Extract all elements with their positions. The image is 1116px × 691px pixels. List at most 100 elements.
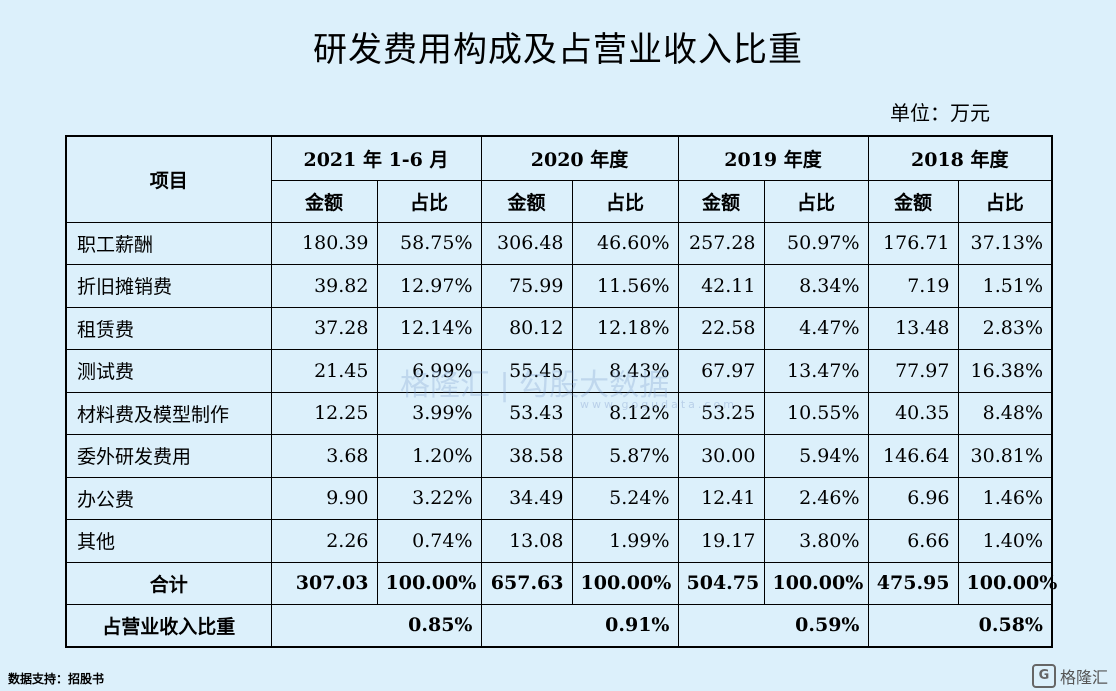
amount-cell: 306.48 bbox=[480, 221, 573, 265]
ratio-cell: 12.18% bbox=[571, 306, 679, 350]
amount-cell: 53.43 bbox=[480, 391, 573, 435]
ratio-cell: 58.75% bbox=[376, 221, 482, 265]
ratio-cell: 2.46% bbox=[763, 476, 869, 520]
ratio-cell: 11.56% bbox=[571, 264, 679, 308]
ratio-cell: 1.46% bbox=[957, 476, 1053, 520]
ratio-cell: 3.80% bbox=[763, 519, 869, 563]
ratio-cell: 1.51% bbox=[957, 264, 1053, 308]
amount-cell: 53.25 bbox=[677, 391, 765, 435]
total-amount-cell: 307.03 bbox=[270, 561, 378, 605]
source-note: 数据支持：招股书 bbox=[8, 672, 105, 686]
row-label: 租赁费 bbox=[65, 306, 272, 350]
ratio-cell: 12.14% bbox=[376, 306, 482, 350]
amount-cell: 13.48 bbox=[867, 306, 959, 350]
rd-expense-table: 项目 2021 年 1-6 月 2020 年度 2019 年度 2018 年度 … bbox=[65, 135, 1057, 648]
amount-cell: 6.66 bbox=[867, 519, 959, 563]
ratio-cell: 46.60% bbox=[571, 221, 679, 265]
revenue-share-cell: 0.91% bbox=[480, 603, 679, 648]
ratio-cell: 1.99% bbox=[571, 519, 679, 563]
ratio-cell: 16.38% bbox=[957, 349, 1053, 393]
amount-cell: 22.58 bbox=[677, 306, 765, 350]
amount-cell: 42.11 bbox=[677, 264, 765, 308]
header-period-2021h1: 2021 年 1-6 月 bbox=[270, 135, 482, 181]
amount-cell: 176.71 bbox=[867, 221, 959, 265]
amount-cell: 55.45 bbox=[480, 349, 573, 393]
ratio-cell: 37.13% bbox=[957, 221, 1053, 265]
amount-cell: 40.35 bbox=[867, 391, 959, 435]
ratio-cell: 5.24% bbox=[571, 476, 679, 520]
ratio-cell: 2.83% bbox=[957, 306, 1053, 350]
ratio-cell: 4.47% bbox=[763, 306, 869, 350]
ratio-cell: 5.94% bbox=[763, 434, 869, 478]
ratio-cell: 10.55% bbox=[763, 391, 869, 435]
ratio-cell: 8.12% bbox=[571, 391, 679, 435]
amount-cell: 3.68 bbox=[270, 434, 378, 478]
header-period-2019: 2019 年度 bbox=[677, 135, 869, 181]
amount-cell: 30.00 bbox=[677, 434, 765, 478]
amount-cell: 9.90 bbox=[270, 476, 378, 520]
amount-cell: 37.28 bbox=[270, 306, 378, 350]
subheader-amount: 金额 bbox=[270, 179, 378, 223]
subheader-amount: 金额 bbox=[480, 179, 573, 223]
table-row: 委外研发费用 3.68 1.20% 38.58 5.87% 30.00 5.94% 146.6… bbox=[65, 434, 1053, 478]
amount-cell: 21.45 bbox=[270, 349, 378, 393]
logo-text: 格隆汇 bbox=[1059, 668, 1108, 687]
ratio-cell: 8.34% bbox=[763, 264, 869, 308]
row-label: 材料费及模型制作 bbox=[65, 391, 272, 435]
amount-cell: 13.08 bbox=[480, 519, 573, 563]
total-ratio-cell: 100.00% bbox=[376, 561, 482, 605]
table-row: 租赁费 37.28 12.14% 80.12 12.18% 22.58 4.47% 13.48… bbox=[65, 306, 1053, 350]
amount-cell: 12.25 bbox=[270, 391, 378, 435]
table-row: 职工薪酬 180.39 58.75% 306.48 46.60% 257.28 50.97%… bbox=[65, 221, 1053, 265]
brand-logo: G 格隆汇 bbox=[1031, 664, 1108, 688]
total-ratio-cell: 100.00% bbox=[957, 561, 1057, 605]
amount-cell: 2.26 bbox=[270, 519, 378, 563]
ratio-cell: 50.97% bbox=[763, 221, 869, 265]
row-label: 办公费 bbox=[65, 476, 272, 520]
total-amount-cell: 475.95 bbox=[867, 561, 959, 605]
total-amount-cell: 504.75 bbox=[677, 561, 765, 605]
amount-cell: 38.58 bbox=[480, 434, 573, 478]
ratio-cell: 3.22% bbox=[376, 476, 482, 520]
page-title: 研发费用构成及占营业收入比重 bbox=[313, 30, 803, 70]
amount-cell: 19.17 bbox=[677, 519, 765, 563]
ratio-cell: 8.43% bbox=[571, 349, 679, 393]
ratio-cell: 12.97% bbox=[376, 264, 482, 308]
ratio-cell: 5.87% bbox=[571, 434, 679, 478]
row-label: 其他 bbox=[65, 519, 272, 563]
row-label: 职工薪酬 bbox=[65, 221, 272, 265]
total-ratio-cell: 100.00% bbox=[571, 561, 679, 605]
subheader-ratio: 占比 bbox=[376, 179, 482, 223]
table-row: 折旧摊销费 39.82 12.97% 75.99 11.56% 42.11 8.34% 7.1… bbox=[65, 264, 1053, 308]
header-period-2020: 2020 年度 bbox=[480, 135, 679, 181]
total-label: 合计 bbox=[65, 561, 272, 605]
ratio-cell: 0.74% bbox=[376, 519, 482, 563]
amount-cell: 7.19 bbox=[867, 264, 959, 308]
ratio-cell: 6.99% bbox=[376, 349, 482, 393]
amount-cell: 34.49 bbox=[480, 476, 573, 520]
table-row: 材料费及模型制作 12.25 3.99% 53.43 8.12% 53.25 10.55% 4… bbox=[65, 391, 1053, 435]
subheader-amount: 金额 bbox=[677, 179, 765, 223]
ratio-cell: 8.48% bbox=[957, 391, 1053, 435]
subheader-ratio: 占比 bbox=[571, 179, 679, 223]
amount-cell: 39.82 bbox=[270, 264, 378, 308]
row-label: 测试费 bbox=[65, 349, 272, 393]
amount-cell: 77.97 bbox=[867, 349, 959, 393]
amount-cell: 12.41 bbox=[677, 476, 765, 520]
subheader-ratio: 占比 bbox=[763, 179, 869, 223]
ratio-cell: 1.40% bbox=[957, 519, 1053, 563]
watermark-url: www.gogudata.com bbox=[580, 398, 737, 411]
logo-icon: G bbox=[1031, 664, 1056, 688]
amount-cell: 180.39 bbox=[270, 221, 378, 265]
table-row: 其他 2.26 0.74% 13.08 1.99% 19.17 3.80% 6.66 1.40% bbox=[65, 519, 1053, 563]
revenue-share-cell: 0.58% bbox=[867, 603, 1053, 648]
header-period-2018: 2018 年度 bbox=[867, 135, 1053, 181]
amount-cell: 80.12 bbox=[480, 306, 573, 350]
subheader-ratio: 占比 bbox=[957, 179, 1053, 223]
amount-cell: 6.96 bbox=[867, 476, 959, 520]
ratio-cell: 13.47% bbox=[763, 349, 869, 393]
total-ratio-cell: 100.00% bbox=[763, 561, 869, 605]
ratio-cell: 3.99% bbox=[376, 391, 482, 435]
revenue-share-cell: 0.59% bbox=[677, 603, 869, 648]
row-label: 折旧摊销费 bbox=[65, 264, 272, 308]
